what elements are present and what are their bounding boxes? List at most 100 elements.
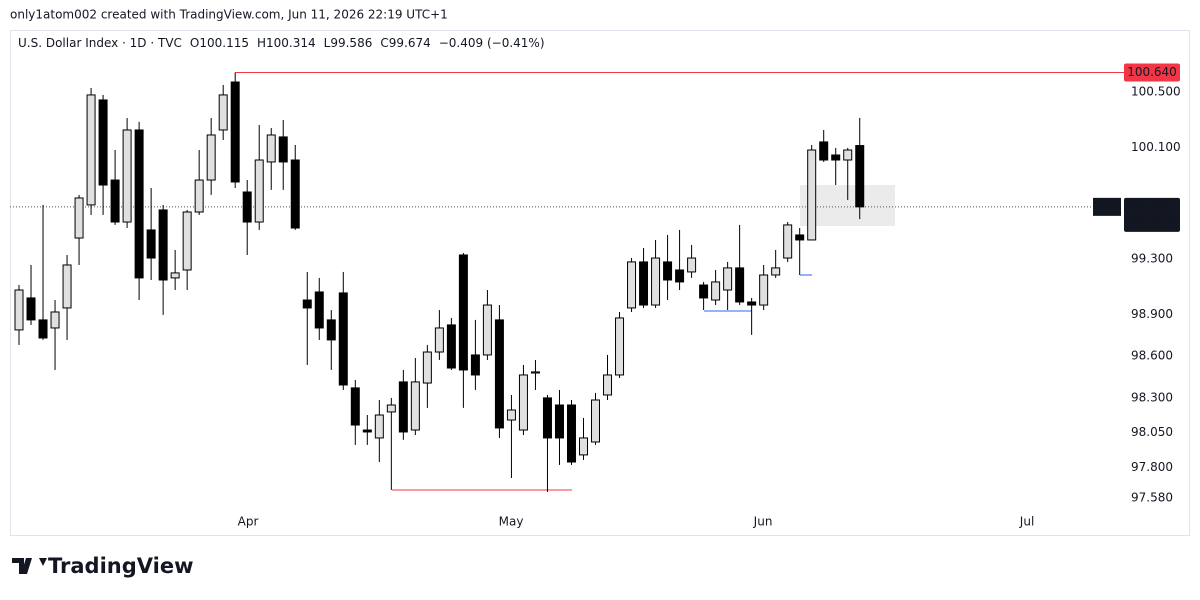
candle-up [206,134,216,181]
candle-up [578,437,588,456]
candle-down [158,209,168,281]
candle-up [687,257,697,273]
candle-down [831,154,841,161]
candle-down [735,267,745,303]
x-tick-label: Jul [1019,515,1034,529]
candle-down [795,234,805,241]
candle-down [398,381,408,433]
candle-down [26,297,36,321]
plot: 100.500 100.100 99.300 98.900 98.600 98.300 98… [10,63,1181,535]
ohlc-label: C [380,36,388,50]
y-tick-label: 98.300 [1131,390,1173,404]
ohlc-label: O [190,36,199,50]
x-tick-label: Apr [238,515,259,529]
candle-up [86,94,96,206]
candle-down [747,301,757,306]
y-tick-label: 99.300 [1131,251,1173,265]
header: only1atom002 created with TradingView.co… [10,8,448,22]
candle-down [494,319,504,429]
logo: TradingView [12,554,193,578]
symbol-tag [1093,197,1121,216]
y-tick-label: 98.050 [1131,425,1173,439]
y-tick-label: 100.500 [1131,85,1181,99]
ohlc-value: 100.115 [199,36,249,50]
candle-up [530,371,540,374]
candle-down [146,229,156,259]
candle-up [783,224,793,259]
candle-down [350,387,360,426]
candle-down [38,319,48,339]
symbol-label: DXY [1095,199,1120,213]
candle-up [62,264,72,309]
legend-text: U.S. Dollar Index · 1D · TVC O100.115 H100… [18,36,545,50]
candle-down [278,136,288,163]
candle-down [290,159,300,229]
candle-down [242,191,252,223]
candle-down [134,129,144,279]
candle-down [314,291,324,329]
level-label: 100.640 [1127,65,1177,79]
candle-up [615,317,625,376]
candle-up [506,409,516,421]
candle-down [110,179,120,223]
candle-down [639,261,649,306]
candle-up [771,267,781,276]
logo-icon [12,558,53,574]
candle-up [266,134,276,163]
y-tick-label: 98.600 [1131,349,1173,363]
candle-up [422,351,432,384]
candle-down [470,354,480,376]
y-tick-label: 97.800 [1131,460,1173,474]
candle-down [819,141,829,161]
candle-up [410,381,420,431]
candle-up [194,179,204,213]
candle-up [434,327,444,353]
candle-down [326,319,336,341]
candle-up [518,374,528,431]
candle-down [663,261,673,281]
candle-up [723,267,733,291]
candle-up [74,197,84,239]
level-tag [1124,63,1180,82]
candle-up [386,404,396,413]
ohlc-label: L [324,36,331,50]
candle-down [542,397,552,439]
candle-down [554,404,564,439]
candle-down [458,254,468,371]
symbol-title: U.S. Dollar Index · 1D · TVC [18,36,182,50]
candle-up [627,261,637,309]
candle-up [254,159,264,223]
candle-up [711,281,721,301]
x-tick-label: Jun [753,515,773,529]
ohlc-value: 99.586 [330,36,372,50]
candle-up [603,374,613,396]
price-tag [1124,197,1180,232]
candle-down [675,269,685,283]
candle-down [230,81,240,183]
candle-down [338,292,348,386]
candle-up [807,149,817,241]
candle-down [566,404,576,463]
x-tick-label: May [499,515,524,529]
candle-up [14,289,24,331]
y-tick-label: 97.580 [1131,491,1173,505]
legend: U.S. Dollar Index · 1D · TVC O100.115 H100… [18,36,545,50]
candle-down [302,299,312,309]
candle-up [50,311,60,329]
last-price-label: 99.674 [1131,199,1173,213]
chart-frame [10,30,1190,536]
y-tick-label: 98.900 [1131,307,1173,321]
candle-up [591,399,601,443]
candle-down [855,145,865,208]
candle-up [482,304,492,356]
candle-up [843,149,853,161]
ohlc-label: H [257,36,266,50]
ohlc-value: 99.674 [389,36,431,50]
candle-up [218,94,228,131]
countdown: 01:40:48 [1125,214,1179,228]
candle-up [170,272,180,279]
candle-down [699,284,709,299]
brand: TradingView [48,554,193,578]
candle-down [98,99,108,186]
